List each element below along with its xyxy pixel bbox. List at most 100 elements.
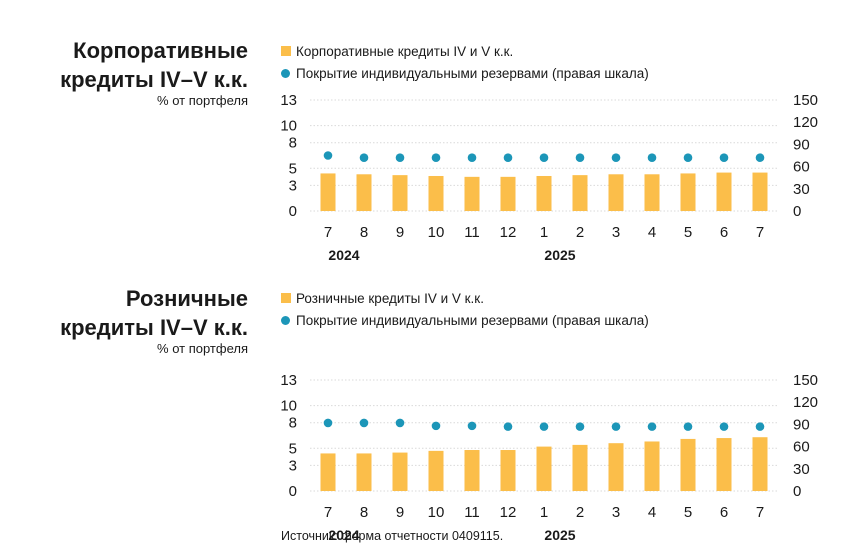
bar bbox=[752, 172, 768, 211]
legend-item-dots: Покрытие индивидуальными резервами (прав… bbox=[281, 62, 649, 84]
bar bbox=[392, 175, 408, 211]
legend-item-bars: Корпоративные кредиты IV и V к.к. bbox=[281, 40, 649, 62]
legend-bar-label: Корпоративные кредиты IV и V к.к. bbox=[296, 43, 514, 59]
legend-bar-label: Розничные кредиты IV и V к.к. bbox=[296, 290, 484, 306]
y-tick-label: 0 bbox=[289, 483, 297, 500]
year-label: 2024 bbox=[328, 527, 359, 543]
y2-tick-label: 120 bbox=[793, 114, 818, 131]
bar bbox=[356, 174, 372, 211]
bar bbox=[572, 444, 588, 491]
chart-title: Розничные кредиты IV–V к.к. bbox=[60, 284, 248, 342]
bar bbox=[464, 450, 480, 491]
legend: Розничные кредиты IV и V к.к. Покрытие и… bbox=[281, 287, 649, 331]
bar bbox=[572, 175, 588, 211]
bar bbox=[644, 174, 660, 211]
x-tick-label: 12 bbox=[500, 224, 517, 241]
x-tick-label: 6 bbox=[720, 224, 728, 241]
coverage-point bbox=[467, 153, 477, 163]
x-tick-label: 5 bbox=[684, 504, 692, 521]
x-tick-label: 12 bbox=[500, 504, 517, 521]
x-tick-label: 5 bbox=[684, 224, 692, 241]
bar bbox=[428, 175, 444, 211]
y2-tick-label: 0 bbox=[793, 203, 801, 220]
bar bbox=[536, 175, 552, 211]
x-tick-label: 4 bbox=[648, 224, 656, 241]
coverage-point bbox=[503, 422, 513, 431]
bar bbox=[608, 443, 624, 491]
x-tick-label: 3 bbox=[612, 504, 620, 521]
legend-item-dots: Покрытие индивидуальными резервами (прав… bbox=[281, 309, 649, 331]
x-tick-label: 7 bbox=[324, 504, 332, 521]
y-tick-label: 8 bbox=[289, 415, 297, 432]
legend-dot-label: Покрытие индивидуальными резервами (прав… bbox=[296, 65, 649, 81]
chart-title-line-1: Розничные bbox=[125, 286, 248, 311]
x-tick-label: 11 bbox=[464, 224, 480, 241]
coverage-point bbox=[647, 422, 657, 431]
chart-title-line-2: кредиты IV–V к.к. bbox=[60, 315, 248, 340]
coverage-point bbox=[359, 153, 369, 163]
y-tick-label: 10 bbox=[280, 398, 297, 415]
chart-title: Корпоративные кредиты IV–V к.к. bbox=[60, 36, 248, 94]
y2-tick-label: 60 bbox=[793, 159, 810, 176]
bar bbox=[428, 450, 444, 491]
y2-tick-label: 120 bbox=[793, 394, 818, 411]
x-tick-label: 6 bbox=[720, 504, 728, 521]
coverage-point bbox=[611, 422, 621, 431]
bar bbox=[536, 446, 552, 491]
y2-tick-label: 0 bbox=[793, 483, 801, 500]
legend-bar-swatch bbox=[281, 293, 291, 303]
coverage-point bbox=[647, 153, 657, 163]
bar bbox=[680, 438, 696, 491]
legend-bar-swatch bbox=[281, 46, 291, 56]
source-note: Источник: форма отчетности 0409115. bbox=[281, 529, 504, 543]
x-tick-label: 7 bbox=[756, 224, 764, 241]
coverage-point bbox=[431, 421, 441, 431]
coverage-point bbox=[719, 153, 729, 163]
x-tick-label: 1 bbox=[540, 504, 548, 521]
year-label: 2025 bbox=[544, 247, 575, 263]
y2-tick-label: 30 bbox=[793, 181, 810, 198]
bar bbox=[644, 441, 660, 491]
coverage-point bbox=[683, 153, 693, 163]
y2-tick-label: 90 bbox=[793, 416, 810, 433]
coverage-point bbox=[575, 422, 585, 431]
x-tick-label: 7 bbox=[324, 224, 332, 241]
coverage-point bbox=[755, 422, 765, 431]
bar bbox=[464, 176, 480, 211]
coverage-point bbox=[503, 153, 513, 163]
y-axis-label: % от портфеля bbox=[157, 93, 248, 108]
y-axis-label: % от портфеля bbox=[157, 341, 248, 356]
x-tick-label: 11 bbox=[464, 504, 480, 521]
y2-tick-label: 60 bbox=[793, 439, 810, 456]
x-tick-label: 8 bbox=[360, 224, 368, 241]
year-label: 2025 bbox=[544, 527, 575, 543]
x-tick-label: 7 bbox=[756, 504, 764, 521]
y-tick-label: 3 bbox=[289, 457, 297, 474]
x-tick-label: 10 bbox=[428, 504, 445, 521]
legend-dot-swatch bbox=[281, 68, 290, 78]
y2-tick-label: 90 bbox=[793, 136, 810, 153]
y-tick-label: 13 bbox=[280, 92, 297, 109]
y-tick-label: 5 bbox=[289, 440, 297, 457]
chart-title-line-2: кредиты IV–V к.к. bbox=[60, 67, 248, 92]
y-tick-label: 5 bbox=[289, 160, 297, 177]
x-tick-label: 3 bbox=[612, 224, 620, 241]
coverage-point bbox=[575, 153, 585, 163]
legend-dot-swatch bbox=[281, 315, 290, 325]
coverage-point bbox=[323, 151, 333, 160]
coverage-point bbox=[611, 153, 621, 163]
bar bbox=[680, 173, 696, 211]
coverage-point bbox=[467, 421, 477, 431]
coverage-point bbox=[539, 422, 549, 431]
y-tick-label: 8 bbox=[289, 135, 297, 152]
coverage-point bbox=[395, 153, 405, 163]
coverage-point bbox=[359, 418, 369, 428]
x-tick-label: 1 bbox=[540, 224, 548, 241]
y2-tick-label: 30 bbox=[793, 461, 810, 478]
x-tick-label: 9 bbox=[396, 504, 404, 521]
bar bbox=[608, 174, 624, 211]
coverage-point bbox=[755, 153, 765, 163]
y-tick-label: 10 bbox=[280, 118, 297, 135]
chart-title-line-1: Корпоративные bbox=[73, 38, 248, 63]
